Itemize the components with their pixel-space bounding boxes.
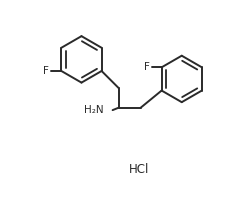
Text: HCl: HCl	[128, 163, 148, 176]
Text: F: F	[43, 66, 49, 76]
Text: H₂N: H₂N	[84, 105, 104, 115]
Text: F: F	[144, 62, 150, 72]
